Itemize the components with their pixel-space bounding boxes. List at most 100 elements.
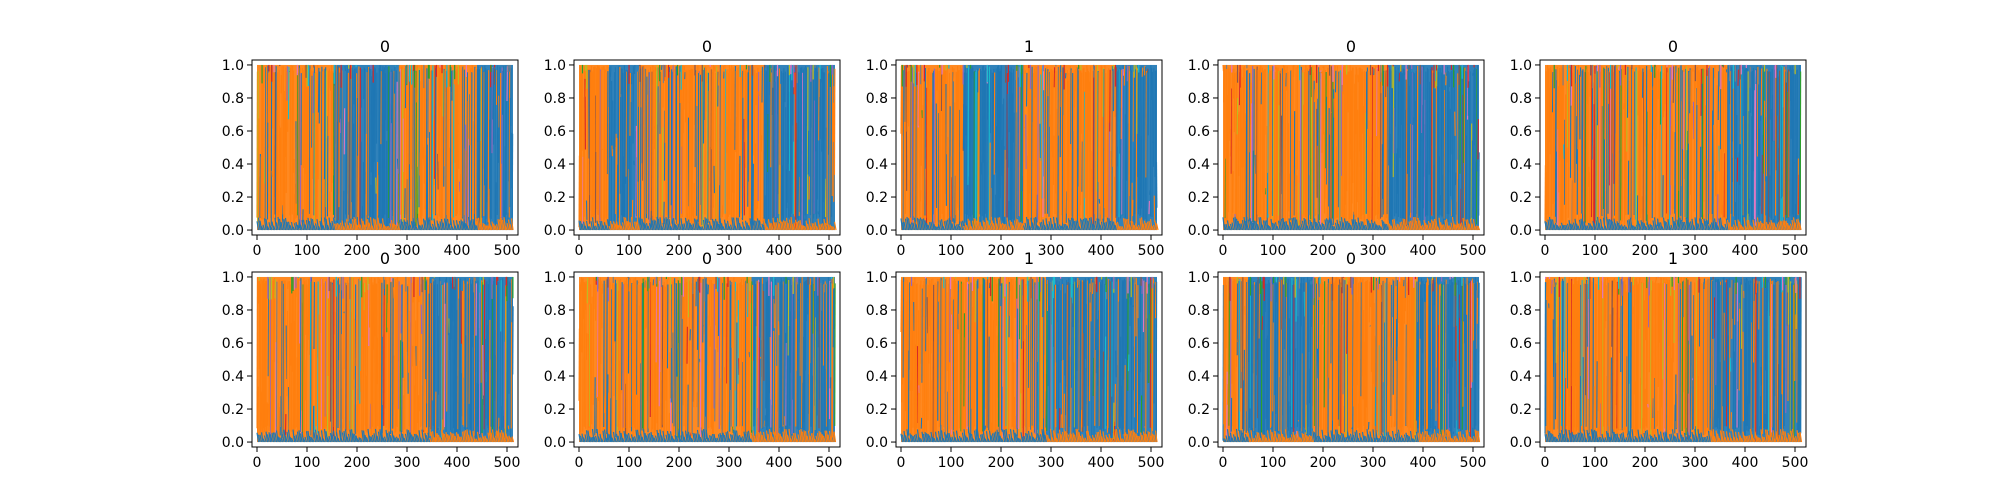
series-baseline <box>293 223 297 231</box>
series-baseline <box>1124 432 1128 443</box>
series-baseline <box>1079 218 1083 231</box>
series-baseline <box>806 223 810 231</box>
series-baseline <box>1274 430 1278 443</box>
series-baseline <box>1729 226 1733 231</box>
series-baseline <box>701 430 705 443</box>
series-baseline <box>1451 216 1455 231</box>
series-baseline <box>1111 437 1115 443</box>
series-baseline <box>1613 218 1617 231</box>
series-baseline <box>1331 225 1335 231</box>
series-baseline <box>1139 218 1143 231</box>
series-baseline <box>332 430 336 443</box>
series-baseline <box>1454 224 1458 231</box>
series-baseline <box>398 220 402 231</box>
series-baseline <box>584 434 588 443</box>
x-tick-label: 200 <box>344 243 371 259</box>
series-baseline <box>638 435 642 443</box>
series-baseline <box>341 432 345 443</box>
y-tick-label: 0.6 <box>1188 124 1210 140</box>
series-baseline <box>759 226 763 231</box>
series-baseline <box>1048 438 1052 443</box>
series-baseline <box>479 223 483 231</box>
series-baseline <box>1027 219 1031 231</box>
y-tick-label: 0.6 <box>866 124 888 140</box>
series-baseline <box>798 429 802 443</box>
series-baseline <box>1686 218 1690 231</box>
series-baseline <box>1267 224 1271 231</box>
series-baseline <box>1448 225 1452 231</box>
series-baseline <box>278 218 282 231</box>
series-baseline <box>415 433 419 443</box>
series-baseline <box>1135 433 1139 443</box>
series-baseline <box>758 432 762 443</box>
series-baseline <box>806 435 810 443</box>
series-baseline <box>419 225 423 231</box>
series-baseline <box>382 437 386 443</box>
series-baseline <box>1580 218 1584 231</box>
series-baseline <box>930 221 934 231</box>
series-baseline <box>323 217 327 231</box>
series-baseline <box>1394 225 1398 231</box>
series-baseline <box>445 432 449 443</box>
series-baseline <box>590 221 594 231</box>
series-baseline <box>702 219 706 231</box>
series-baseline <box>1631 225 1635 231</box>
series-baseline <box>260 226 264 231</box>
series-baseline <box>1342 222 1346 231</box>
series-baseline <box>422 218 426 231</box>
series-baseline <box>1698 218 1702 231</box>
series-baseline <box>1310 435 1314 443</box>
series-baseline <box>824 222 828 231</box>
series-baseline <box>1263 434 1267 443</box>
series-baseline <box>1399 222 1403 231</box>
series-baseline <box>1415 220 1419 231</box>
series-baseline <box>1248 437 1252 443</box>
series-baseline <box>1238 430 1242 443</box>
series-baseline <box>1388 223 1392 231</box>
series-baseline <box>641 436 645 443</box>
series-baseline <box>440 218 444 231</box>
series-baseline <box>1457 223 1461 231</box>
series-baseline <box>1328 217 1332 231</box>
series-baseline <box>1034 216 1038 231</box>
series-baseline <box>728 438 732 443</box>
series-baseline <box>970 226 974 231</box>
x-tick-label: 200 <box>988 243 1015 259</box>
series-baseline <box>490 432 494 443</box>
series-baseline <box>1287 437 1291 443</box>
series-baseline <box>952 431 956 443</box>
series-baseline <box>287 429 291 443</box>
series-baseline <box>615 433 619 443</box>
series-baseline <box>1076 429 1080 443</box>
series-baseline <box>336 223 340 231</box>
series-baseline <box>484 435 488 443</box>
series-baseline <box>585 430 589 443</box>
series-baseline <box>353 216 357 231</box>
series-baseline <box>476 431 480 443</box>
series-baseline <box>919 217 923 231</box>
series-baseline <box>680 218 684 231</box>
series-baseline <box>906 216 910 231</box>
series-baseline <box>412 436 416 443</box>
series-baseline <box>348 222 352 231</box>
series-baseline <box>1709 224 1713 231</box>
series-baseline <box>936 226 940 231</box>
series-baseline <box>1052 430 1056 443</box>
series-baseline <box>428 437 432 443</box>
series-baseline <box>967 429 971 443</box>
series-baseline <box>660 225 664 231</box>
series-baseline <box>1272 437 1276 443</box>
series-baseline <box>965 225 969 231</box>
series-baseline <box>1030 217 1034 231</box>
series-baseline <box>477 217 481 231</box>
y-tick-label: 0.8 <box>866 91 888 107</box>
series-baseline <box>596 428 600 443</box>
series-baseline <box>620 225 624 231</box>
series-baseline <box>800 225 804 231</box>
series-baseline <box>1744 225 1748 231</box>
series-baseline <box>407 430 411 443</box>
series-baseline <box>1232 434 1236 443</box>
series-baseline <box>313 432 317 443</box>
series-baseline <box>363 224 367 231</box>
